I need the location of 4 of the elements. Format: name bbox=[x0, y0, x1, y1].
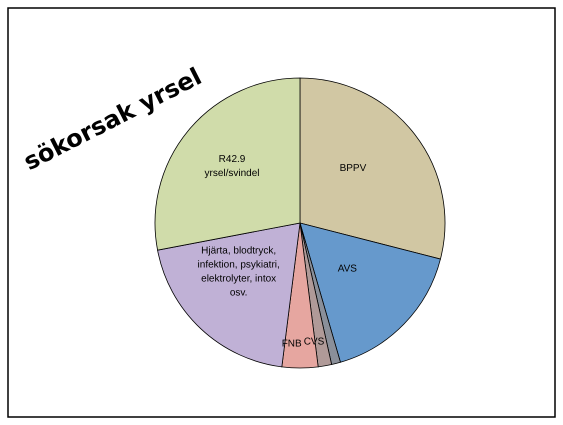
slice-label: BPPV bbox=[340, 162, 367, 174]
slice-label: R42.9 yrsel/svindel bbox=[204, 154, 260, 180]
slice-label: AVS bbox=[338, 263, 358, 274]
slice-label: Hjärta, blodtryck, infektion, psykiatri, elektrolyter, intox osv. bbox=[198, 246, 280, 299]
